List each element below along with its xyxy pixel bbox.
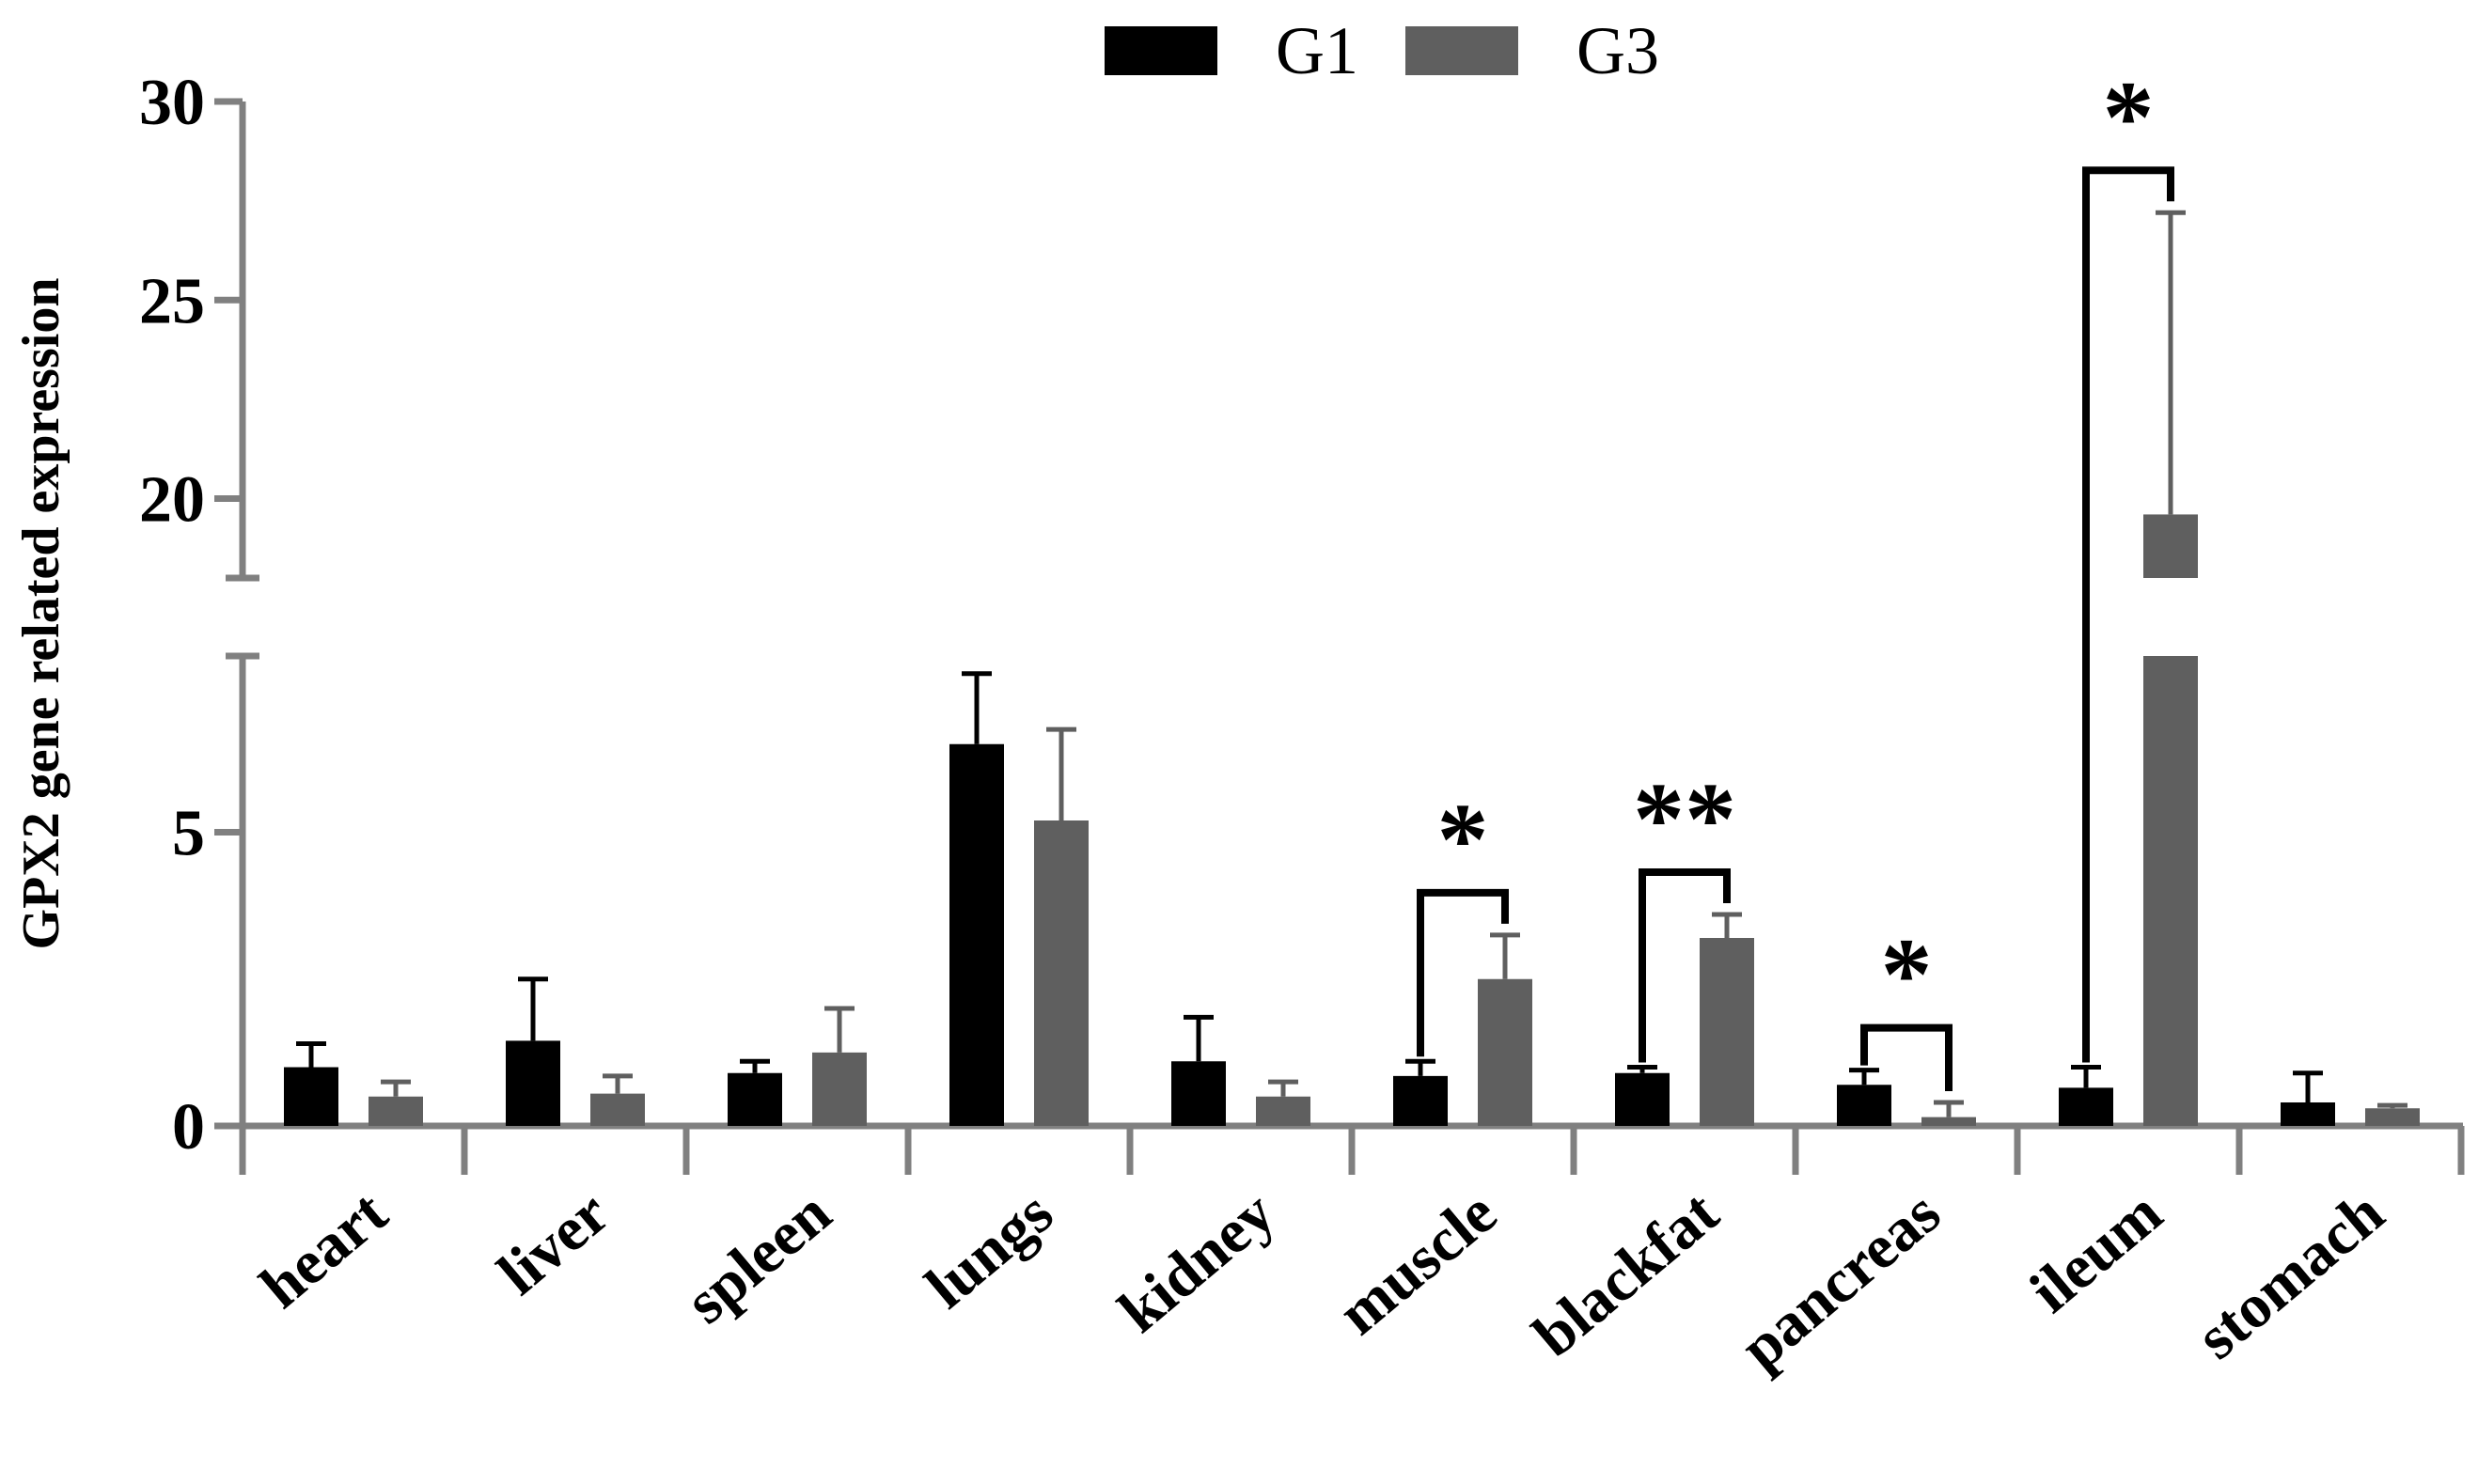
bar-G3-lungs [1034, 820, 1089, 1126]
x-tick-label-muscle: muscle [1325, 1179, 1510, 1349]
bar-G1-pancreas [1837, 1085, 1891, 1126]
bar-G3-ileum-upper [2143, 514, 2198, 578]
bar-G1-kidney [1171, 1061, 1226, 1126]
legend-swatch-G3 [1405, 26, 1518, 75]
bar-G1-lungs [949, 743, 1004, 1126]
x-tick-label-liver: liver [485, 1179, 621, 1308]
significance-bracket-pancreas [1860, 1023, 1953, 1091]
bar-G1-liver [506, 1040, 560, 1126]
x-tick-label-spleen: spleen [673, 1179, 844, 1337]
y-tick-label: 25 [139, 265, 205, 337]
bar-G3-stomach [2365, 1108, 2420, 1126]
x-tick-label-stomach: stomach [2184, 1179, 2397, 1373]
y-tick-label: 30 [139, 67, 205, 139]
bar-G3-spleen [812, 1052, 867, 1126]
significance-bracket-muscle [1417, 888, 1509, 1057]
bar-G3-ileum [2143, 656, 2198, 1126]
significance-bracket-ileum [2082, 166, 2174, 1063]
significance-label-muscle: * [1437, 782, 1489, 897]
bar-G3-heart [369, 1096, 423, 1126]
bar-G1-blackfat [1615, 1072, 1670, 1126]
x-tick-label-kidney: kidney [1106, 1179, 1288, 1347]
bar-G1-muscle [1393, 1075, 1448, 1126]
legend-label-G3: G3 [1576, 13, 1659, 88]
bar-G1-stomach [2281, 1102, 2335, 1126]
legend-label-G1: G1 [1276, 13, 1358, 88]
x-tick-label-pancreas: pancreas [1728, 1179, 1953, 1383]
y-tick-label: 5 [172, 798, 205, 870]
legend-swatch-G1 [1105, 26, 1217, 75]
significance-label-ileum: * [2103, 59, 2155, 174]
bar-G1-spleen [728, 1072, 782, 1126]
x-tick-label-ileum: ileum [2017, 1179, 2175, 1326]
x-tick-label-blackfat: blackfat [1521, 1179, 1732, 1370]
y-tick-label: 20 [139, 464, 205, 537]
bar-G3-pancreas [1921, 1117, 1976, 1126]
bar-G3-kidney [1256, 1096, 1310, 1126]
y-tick-label: 0 [172, 1091, 205, 1164]
bar-G3-blackfat [1700, 938, 1754, 1126]
bar-G1-ileum [2059, 1087, 2113, 1126]
bar-G1-heart [284, 1067, 338, 1126]
bar-G3-muscle [1478, 978, 1532, 1126]
significance-label-pancreas: * [1881, 917, 1933, 1032]
significance-label-blackfat: ** [1633, 761, 1736, 876]
x-tick-label-lungs: lungs [913, 1179, 1065, 1322]
y-axis-label: GPX2 gene related expression [12, 278, 71, 950]
significance-bracket-blackfat [1639, 868, 1731, 1063]
bar-G3-liver [590, 1093, 645, 1126]
x-tick-label-heart: heart [248, 1179, 400, 1322]
